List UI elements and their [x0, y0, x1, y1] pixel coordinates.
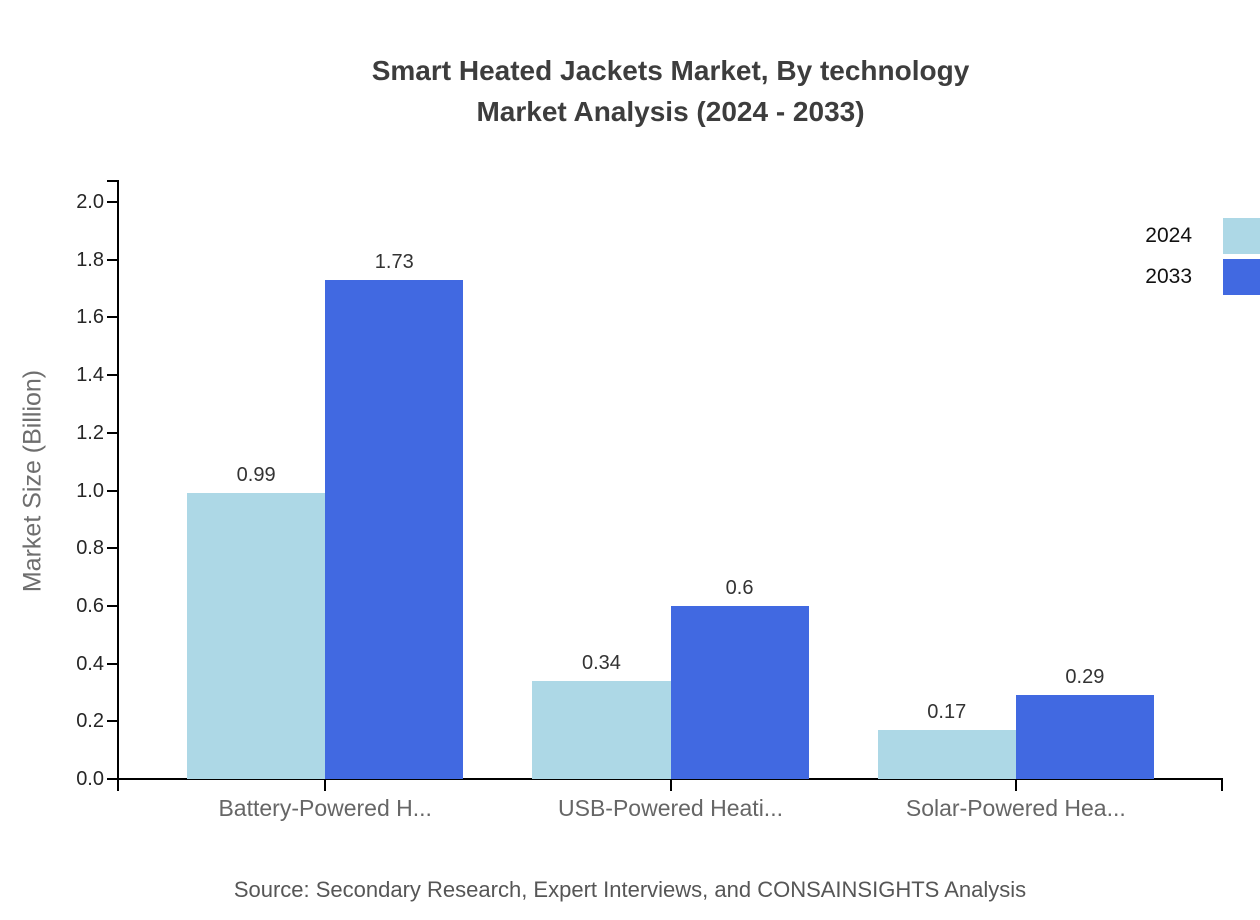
chart-title-line1: Smart Heated Jackets Market, By technolo…	[371, 55, 970, 86]
chart-title: Smart Heated Jackets Market, By technolo…	[118, 50, 1223, 132]
y-tick	[107, 778, 118, 780]
source-note: Source: Secondary Research, Expert Inter…	[233, 877, 1027, 902]
bar-value-label: 0.99	[236, 464, 276, 487]
legend-label-2033[interactable]: 2033	[1145, 265, 1192, 288]
x-tick	[669, 779, 672, 791]
y-tick	[107, 489, 118, 492]
y-tick-label: 0.8	[76, 537, 104, 560]
x-axis-right-end-tick	[1221, 779, 1223, 791]
y-tick-label: 0.4	[76, 652, 104, 675]
y-tick	[107, 374, 118, 377]
bar-value-label: 0.17	[927, 700, 967, 723]
y-tick	[107, 316, 118, 319]
x-tick	[324, 779, 327, 791]
y-tick	[107, 201, 118, 203]
x-axis-left-end-tick	[117, 779, 119, 791]
y-tick-label: 1.2	[76, 421, 104, 444]
bar-2033-1[interactable]	[670, 605, 809, 779]
bar-value-label: 0.6	[725, 576, 754, 599]
bar-value-label: 0.29	[1065, 666, 1105, 689]
y-tick	[107, 431, 118, 434]
x-axis-spine	[107, 778, 1223, 780]
y-tick-label: 1.4	[76, 364, 104, 387]
y-axis-spine	[117, 180, 119, 791]
legend-swatch-2024[interactable]	[1223, 218, 1260, 254]
y-tick-label: 1.0	[76, 479, 104, 502]
y-tick	[107, 604, 118, 607]
bar-value-label: 1.73	[374, 250, 414, 273]
y-tick-label: 1.6	[76, 306, 104, 329]
y-tick-label: 0.0	[76, 768, 104, 790]
chart-title-line2: Market Analysis (2024 - 2033)	[476, 96, 865, 127]
y-tick-label: 0.2	[76, 710, 104, 733]
x-category-label: Solar-Powered Hea...	[905, 795, 1126, 821]
bar-2024-2[interactable]	[877, 729, 1016, 779]
y-tick-label: 1.8	[76, 248, 104, 271]
y-axis-endcap-tick	[107, 180, 118, 182]
legend-swatch-2033[interactable]	[1223, 259, 1260, 295]
y-tick	[107, 662, 118, 665]
bar-value-label: 0.34	[581, 651, 621, 674]
x-tick	[1014, 779, 1017, 791]
bar-2033-2[interactable]	[1015, 695, 1154, 779]
y-tick	[107, 258, 118, 261]
bar-2033-0[interactable]	[325, 279, 464, 779]
bar-2024-1[interactable]	[532, 680, 671, 779]
legend-label-2024[interactable]: 2024	[1145, 224, 1192, 247]
y-tick	[107, 547, 118, 550]
x-category-label: Battery-Powered H...	[218, 795, 432, 821]
y-tick-label: 0.6	[76, 594, 104, 617]
x-category-label: USB-Powered Heati...	[558, 795, 783, 821]
bar-2024-0[interactable]	[187, 493, 326, 779]
y-tick-label: 2.0	[76, 191, 104, 213]
y-tick	[107, 720, 118, 723]
